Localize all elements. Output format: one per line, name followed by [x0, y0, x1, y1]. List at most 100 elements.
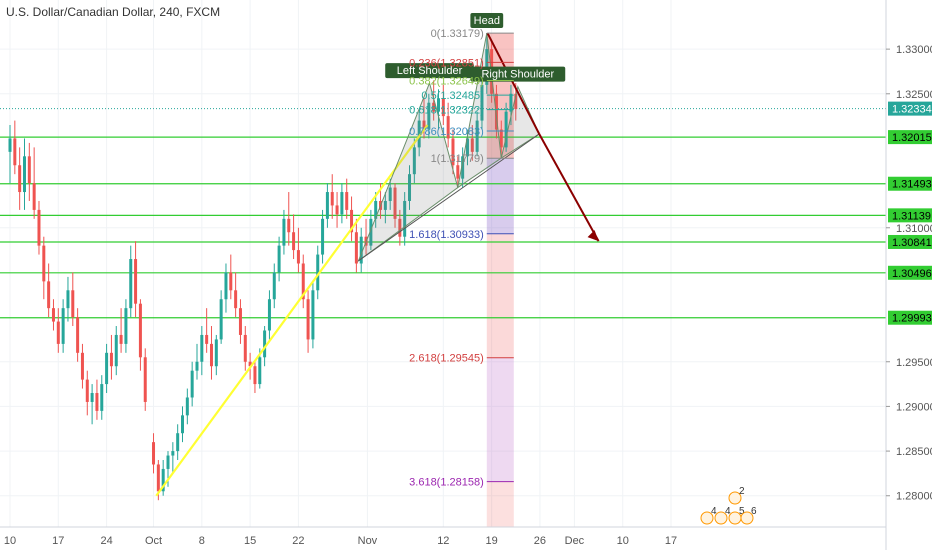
fib-level-label: 0.382(1.32649)	[409, 75, 484, 87]
fib-level-label: 0.236(1.32851)	[409, 57, 484, 69]
time-tick-label: 17	[52, 535, 64, 547]
candle-body	[277, 245, 281, 273]
candle-body	[32, 183, 36, 210]
candle	[340, 183, 344, 224]
candle	[287, 192, 291, 246]
candle	[205, 308, 209, 353]
candle	[408, 165, 412, 210]
fib-zone-2618	[486, 233, 514, 358]
left-shoulder-triangle	[357, 81, 459, 263]
candle	[185, 388, 189, 425]
candle-body	[238, 308, 242, 335]
candle-body	[200, 334, 204, 362]
level-price-tag	[888, 234, 932, 249]
fib-zone-bottom	[486, 481, 514, 527]
candle-body	[417, 120, 421, 148]
candle-body	[234, 290, 238, 309]
price-tick-label: 1.31000	[896, 223, 932, 235]
candle	[209, 326, 213, 380]
candle-body	[156, 464, 160, 492]
candle	[350, 196, 354, 242]
candle-body	[22, 156, 26, 193]
candle	[422, 98, 426, 139]
candle	[76, 308, 80, 362]
candle-body	[436, 98, 440, 112]
time-tick-label: Nov	[358, 535, 378, 547]
current-price-tag-label: 1.32334	[892, 104, 932, 116]
time-tick-label: 26	[534, 535, 546, 547]
candle-body	[350, 209, 354, 233]
candle-body	[129, 259, 133, 309]
candle	[412, 138, 416, 184]
candle-body	[105, 352, 109, 385]
candle-body	[287, 218, 291, 233]
event-badge	[728, 491, 742, 505]
time-tick-label: 12	[437, 535, 449, 547]
candle	[51, 299, 55, 331]
candle-body	[374, 200, 378, 219]
candle-body	[451, 138, 455, 166]
candle	[499, 120, 503, 159]
candle-body	[176, 433, 180, 452]
candle-body	[494, 93, 498, 130]
candle	[393, 183, 397, 228]
neckline	[358, 133, 540, 262]
candle-body	[432, 102, 436, 112]
candle-body	[504, 111, 508, 148]
pattern-label-text: Right Shoulder	[481, 69, 554, 81]
candle-body	[388, 187, 392, 201]
candle	[214, 334, 218, 376]
level-price-tag-label: 1.32015	[892, 132, 932, 144]
candle-body	[427, 102, 431, 130]
candle-body	[296, 250, 300, 264]
candle-body	[95, 393, 99, 411]
candle	[42, 236, 46, 300]
candle	[32, 147, 36, 219]
candle-body	[306, 299, 310, 340]
candle-body	[253, 366, 257, 385]
candle-body	[161, 468, 165, 492]
candle	[134, 241, 138, 318]
candle	[316, 245, 320, 300]
candle	[18, 147, 22, 210]
candle	[66, 276, 70, 322]
price-tick-label: 1.29000	[896, 401, 932, 413]
candle-body	[76, 317, 80, 353]
candle-body	[109, 352, 113, 367]
pattern-label-text: Head	[474, 15, 500, 27]
time-tick-label: Oct	[145, 535, 162, 547]
candle	[345, 178, 349, 219]
candle	[152, 433, 156, 474]
candle	[181, 406, 184, 443]
event-badge-label: 4	[725, 506, 731, 517]
candle	[27, 142, 31, 201]
candle-body	[209, 343, 213, 367]
level-price-tag	[888, 208, 932, 223]
candle	[451, 129, 455, 175]
candle-body	[311, 290, 315, 340]
candle	[403, 192, 407, 246]
candle-body	[190, 370, 194, 398]
candle-body	[272, 272, 276, 300]
candle-body	[124, 308, 128, 344]
candle	[292, 214, 296, 260]
pattern-label-box	[470, 13, 504, 29]
candle-body	[475, 120, 479, 152]
candle-body	[292, 232, 296, 251]
candle-body	[205, 334, 209, 344]
candle	[138, 299, 142, 371]
candle	[56, 308, 60, 353]
candle-body	[243, 334, 247, 362]
candle-body	[441, 98, 445, 117]
candle-body	[461, 156, 465, 179]
candle-body	[446, 116, 450, 139]
candle-body	[152, 442, 156, 465]
candle-body	[282, 218, 286, 246]
candle	[171, 442, 175, 474]
candle	[311, 281, 315, 349]
candle	[301, 254, 305, 309]
price-tick-label: 1.28500	[896, 446, 932, 458]
